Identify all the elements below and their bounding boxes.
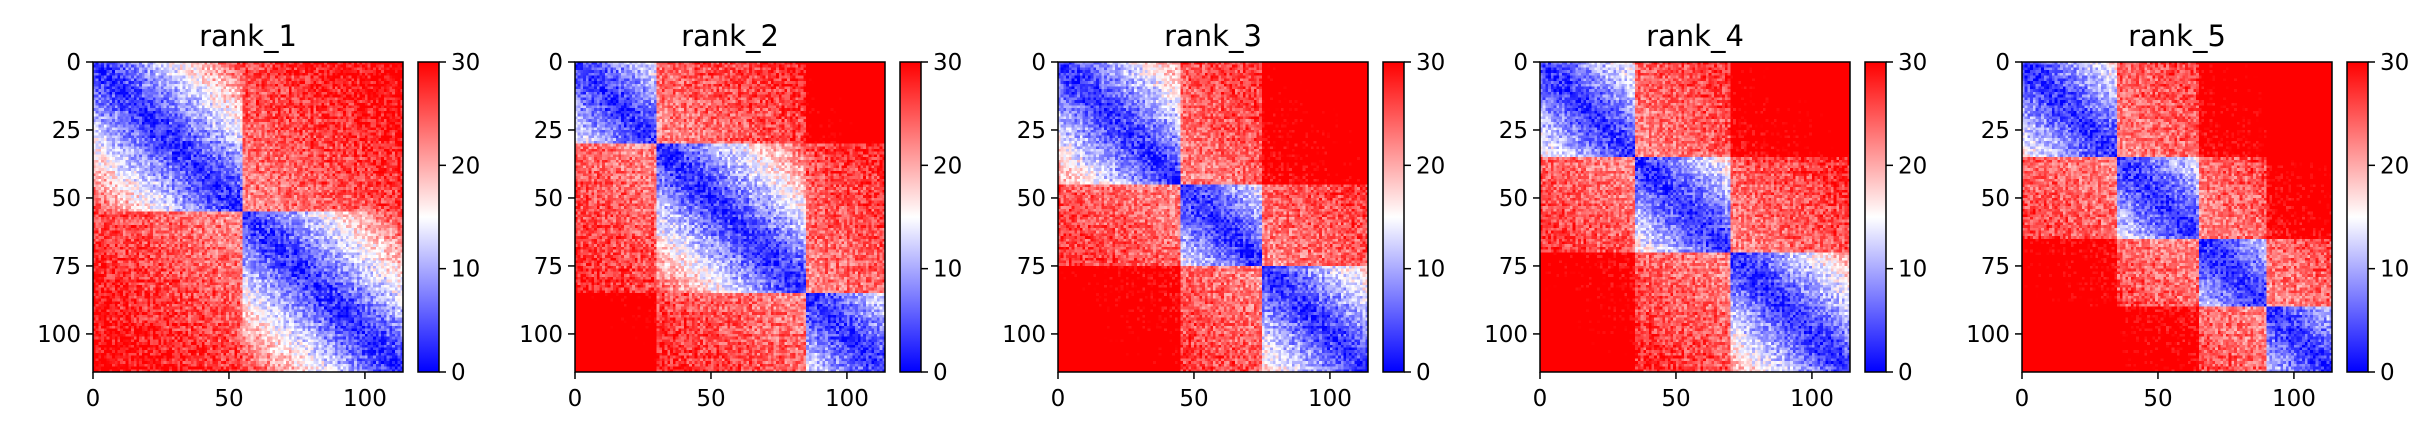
colorbar-tick-label: 10	[451, 257, 480, 283]
y-tick-label: 25	[1499, 118, 1528, 144]
y-tick-label: 75	[534, 254, 563, 280]
x-tick-label: 0	[86, 386, 101, 412]
colorbar-tick-label: 10	[933, 257, 962, 283]
x-tick-label: 0	[568, 386, 583, 412]
y-tick-label: 0	[1031, 50, 1046, 76]
heatmap-panel-5: rank_5 0 50 100 0 25 50 75 100 0 10 20 30	[1966, 19, 2409, 412]
colorbar-tick-label: 30	[1416, 50, 1445, 76]
x-tick-label: 50	[214, 386, 243, 412]
y-tick-label: 0	[1513, 50, 1528, 76]
x-tick-label: 0	[1051, 386, 1066, 412]
y-tick-label: 75	[1981, 254, 2010, 280]
y-tick-label: 75	[1499, 254, 1528, 280]
colorbar-tick-label: 30	[2380, 50, 2409, 76]
colorbar-tick-label: 20	[451, 153, 480, 179]
y-tick-label: 50	[1499, 186, 1528, 212]
axes-frame	[92, 61, 404, 373]
heatmap-panel-2: rank_2 0 50 100 0 25 50 75 100 0 10 20 30	[519, 19, 962, 412]
x-tick-label: 100	[2272, 386, 2316, 412]
colorbar-tick-label: 30	[933, 50, 962, 76]
colorbar-tick-label: 0	[933, 360, 948, 386]
colorbar	[1864, 61, 1887, 373]
x-tick-label: 0	[1533, 386, 1548, 412]
y-tick-label: 50	[1017, 186, 1046, 212]
y-tick-label: 100	[1002, 322, 1046, 348]
axes-frame	[1057, 61, 1369, 373]
colorbar-tick-label: 0	[1416, 360, 1431, 386]
x-tick-label: 100	[825, 386, 869, 412]
heatmap-image	[1540, 62, 1850, 372]
x-tick-label: 50	[2143, 386, 2172, 412]
y-tick-label: 50	[534, 186, 563, 212]
y-tick-label: 25	[52, 118, 81, 144]
y-tick-label: 25	[534, 118, 563, 144]
colorbar-tick-label: 0	[1898, 360, 1913, 386]
x-tick-label: 0	[2015, 386, 2030, 412]
heatmap-panel-3: rank_3 0 50 100 0 25 50 75 100 0 10 20 30	[1002, 19, 1445, 412]
colorbar-tick-label: 20	[1416, 153, 1445, 179]
x-tick-label: 100	[1790, 386, 1834, 412]
y-tick-label: 100	[1966, 322, 2010, 348]
panel-title: rank_4	[1646, 19, 1744, 53]
axes-frame	[2021, 61, 2333, 373]
y-tick-label: 0	[548, 50, 563, 76]
colorbar-tick-label: 20	[933, 153, 962, 179]
y-tick-label: 25	[1017, 118, 1046, 144]
x-tick-label: 50	[1179, 386, 1208, 412]
axes-frame	[574, 61, 886, 373]
colorbar-tick-label: 20	[2380, 153, 2409, 179]
heatmap-panel-1: rank_1 0 50 100 0 25 50 75 100 0 10 20 30	[37, 19, 480, 412]
y-tick-label: 50	[52, 186, 81, 212]
y-tick-label: 75	[1017, 254, 1046, 280]
x-tick-label: 100	[343, 386, 387, 412]
x-tick-label: 50	[1661, 386, 1690, 412]
y-tick-label: 100	[1484, 322, 1528, 348]
colorbar-tick-label: 10	[1898, 257, 1927, 283]
colorbar-tick-label: 20	[1898, 153, 1927, 179]
colorbar-tick-label: 30	[451, 50, 480, 76]
y-tick-label: 100	[37, 322, 81, 348]
x-tick-label: 50	[696, 386, 725, 412]
heatmap-image	[93, 62, 403, 372]
y-tick-label: 75	[52, 254, 81, 280]
colorbar-tick-label: 0	[2380, 360, 2395, 386]
y-tick-label: 0	[1995, 50, 2010, 76]
panel-title: rank_1	[199, 19, 297, 53]
colorbar	[417, 61, 440, 373]
heatmap-image	[2022, 62, 2332, 372]
colorbar	[899, 61, 922, 373]
heatmap-image	[1058, 62, 1368, 372]
y-tick-label: 50	[1981, 186, 2010, 212]
y-tick-label: 25	[1981, 118, 2010, 144]
heatmap-image	[575, 62, 885, 372]
colorbar	[1382, 61, 1405, 373]
y-tick-label: 100	[519, 322, 563, 348]
colorbar	[2346, 61, 2369, 373]
colorbar-tick-label: 0	[451, 360, 466, 386]
panel-title: rank_5	[2128, 19, 2226, 53]
colorbar-tick-label: 10	[1416, 257, 1445, 283]
colorbar-tick-label: 10	[2380, 257, 2409, 283]
colorbar-tick-label: 30	[1898, 50, 1927, 76]
y-tick-label: 0	[66, 50, 81, 76]
heatmap-panel-4: rank_4 0 50 100 0 25 50 75 100 0 10 20 30	[1484, 19, 1927, 412]
axes-frame	[1539, 61, 1851, 373]
x-tick-label: 100	[1308, 386, 1352, 412]
panel-title: rank_2	[681, 19, 779, 53]
panel-title: rank_3	[1164, 19, 1262, 53]
